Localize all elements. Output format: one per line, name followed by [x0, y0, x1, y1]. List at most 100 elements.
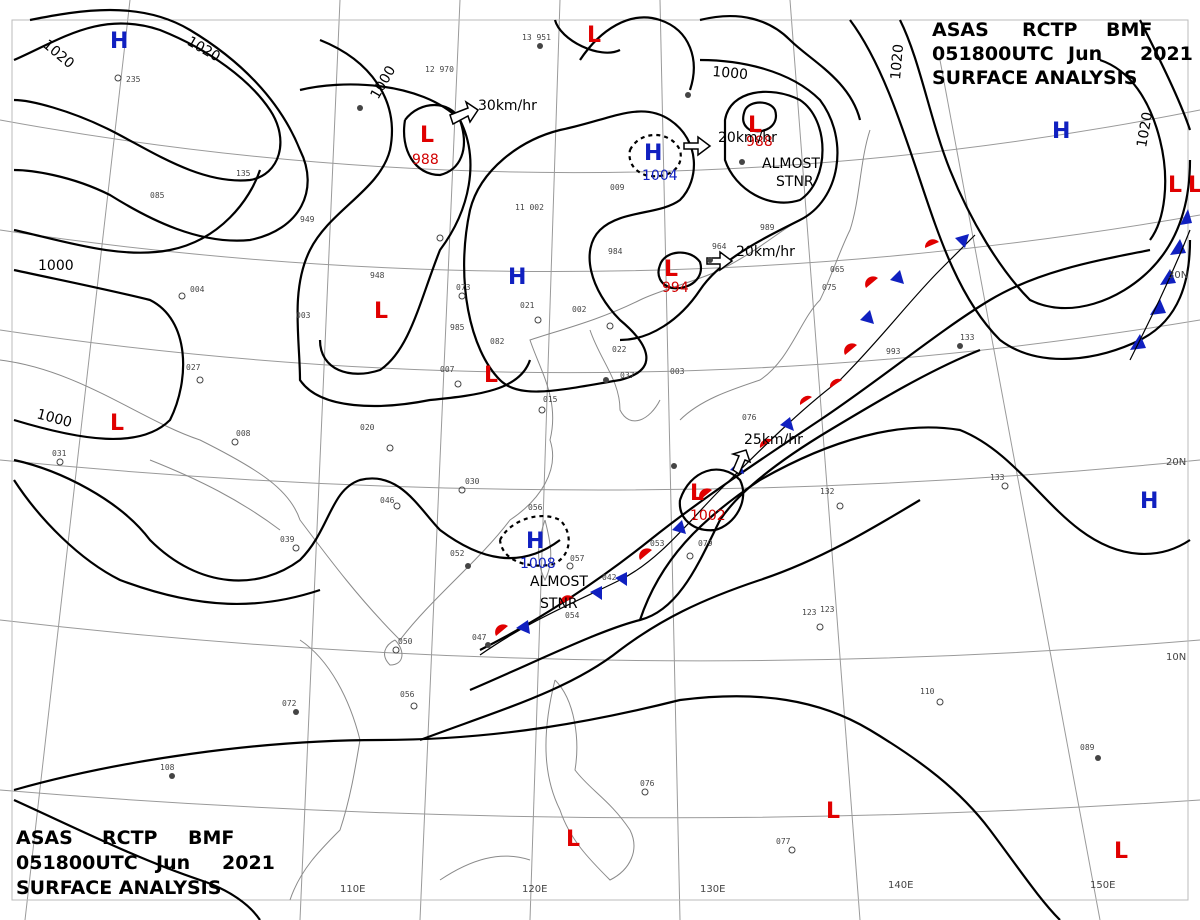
station-value: 11 002 [515, 203, 544, 212]
station-dot [169, 773, 175, 779]
station-value: 022 [612, 345, 627, 354]
pressure-value: 994 [662, 280, 689, 296]
station-dot [671, 463, 677, 469]
station-ring [788, 846, 796, 854]
high-pressure-symbol: H [526, 529, 544, 554]
isobar [699, 14, 862, 121]
station-value: 989 [760, 223, 775, 232]
station-value: 108 [160, 763, 175, 772]
motion-arrow [706, 250, 734, 272]
warm-front-bump [865, 276, 878, 288]
station-dot [537, 43, 543, 49]
header-center: RCTP [1022, 19, 1078, 41]
indochina-coast [289, 639, 361, 901]
header-agency: ASAS [16, 827, 73, 849]
isobar [469, 348, 981, 692]
latitude-label: 30N [1168, 270, 1188, 281]
station-value: 056 [528, 503, 543, 512]
isobar [479, 248, 1151, 651]
station-value: 079 [698, 539, 713, 548]
warm-front-bump [844, 343, 857, 355]
isobar [13, 798, 261, 920]
isobar-label: 1000 [712, 64, 749, 83]
station-value: 007 [440, 365, 455, 374]
station-value: 039 [280, 535, 295, 544]
station-ring [386, 444, 394, 452]
station-value: 077 [776, 837, 791, 846]
station-ring [436, 234, 444, 242]
station-dot [685, 92, 691, 98]
station-value: 031 [52, 449, 67, 458]
header-month: Jun [154, 852, 190, 874]
station-value: 002 [572, 305, 587, 314]
station-values: 13 951 12 970 11 002 009 984 964 989 985… [52, 33, 1095, 846]
station-value: 235 [126, 75, 141, 84]
header-month: Jun [1066, 43, 1102, 65]
station-value: 133 [990, 473, 1005, 482]
header-type: BMF [188, 827, 234, 849]
meridian-line [529, 0, 561, 920]
station-value: 123 [820, 605, 835, 614]
korea-coast [589, 329, 661, 422]
warm-front-bump [699, 488, 712, 500]
low-pressure-symbol: L [690, 481, 704, 506]
station-value: 089 [1080, 743, 1095, 752]
isobar-labels: 1020 1020 1000 1000 1000 1000 1020 1020 [35, 34, 1156, 431]
china-interior-border [149, 459, 281, 531]
motion-arrow [683, 135, 712, 157]
station-ring [458, 292, 466, 300]
station-dot [603, 377, 609, 383]
cold-front-triangles [516, 209, 1192, 634]
front-line-east [1129, 229, 1191, 361]
pressure-value: 1008 [520, 556, 556, 572]
coastlines [0, 129, 871, 901]
station-value: 123 [802, 608, 817, 617]
borneo-coast [439, 855, 531, 881]
meridian-line [24, 0, 131, 920]
station-ring [56, 458, 64, 466]
station-ring [566, 562, 574, 570]
isobar [296, 38, 532, 408]
isobars [13, 8, 1192, 920]
station-value: 037 [620, 371, 635, 380]
warm-front-bump [639, 548, 652, 560]
stationary-label: STNR [540, 596, 578, 612]
warm-front-bump [829, 378, 842, 388]
station-value: 003 [670, 367, 685, 376]
station-ring [410, 702, 418, 710]
isobar-label: 1020 [888, 43, 907, 80]
station-ring [393, 502, 401, 510]
isobar [742, 101, 778, 133]
warm-front-bump [799, 395, 812, 405]
station-ring [292, 544, 300, 552]
station-ring [392, 646, 400, 654]
station-ring [231, 438, 239, 446]
station-value: 008 [236, 429, 251, 438]
station-ring [534, 316, 542, 324]
header-agency: ASAS [932, 19, 989, 41]
isobar [13, 268, 185, 440]
parallel-line [0, 109, 1200, 174]
isobar-label: 1000 [368, 63, 400, 102]
header-time: 051800UTC [16, 852, 138, 874]
longitude-label: 140E [888, 880, 913, 891]
isobar [628, 134, 682, 178]
high-pressure-symbol: H [508, 265, 526, 290]
station-value: 042 [602, 573, 617, 582]
isobar-label: 1000 [38, 258, 74, 274]
isobar [723, 90, 824, 204]
high-pressure-symbol: H [110, 29, 128, 54]
pressure-value: 988 [746, 134, 773, 150]
station-value: 027 [186, 363, 201, 372]
station-value: 057 [570, 554, 585, 563]
hainan-coast [384, 639, 403, 666]
station-value: 076 [742, 413, 757, 422]
cold-front-tooth [1130, 334, 1146, 350]
station-value: 047 [472, 633, 487, 642]
motion-speed-label: 30km/hr [478, 98, 537, 114]
longitude-label: 120E [522, 884, 547, 895]
map-frame [11, 19, 1189, 901]
station-value: 046 [380, 496, 395, 505]
station-dot [293, 709, 299, 715]
